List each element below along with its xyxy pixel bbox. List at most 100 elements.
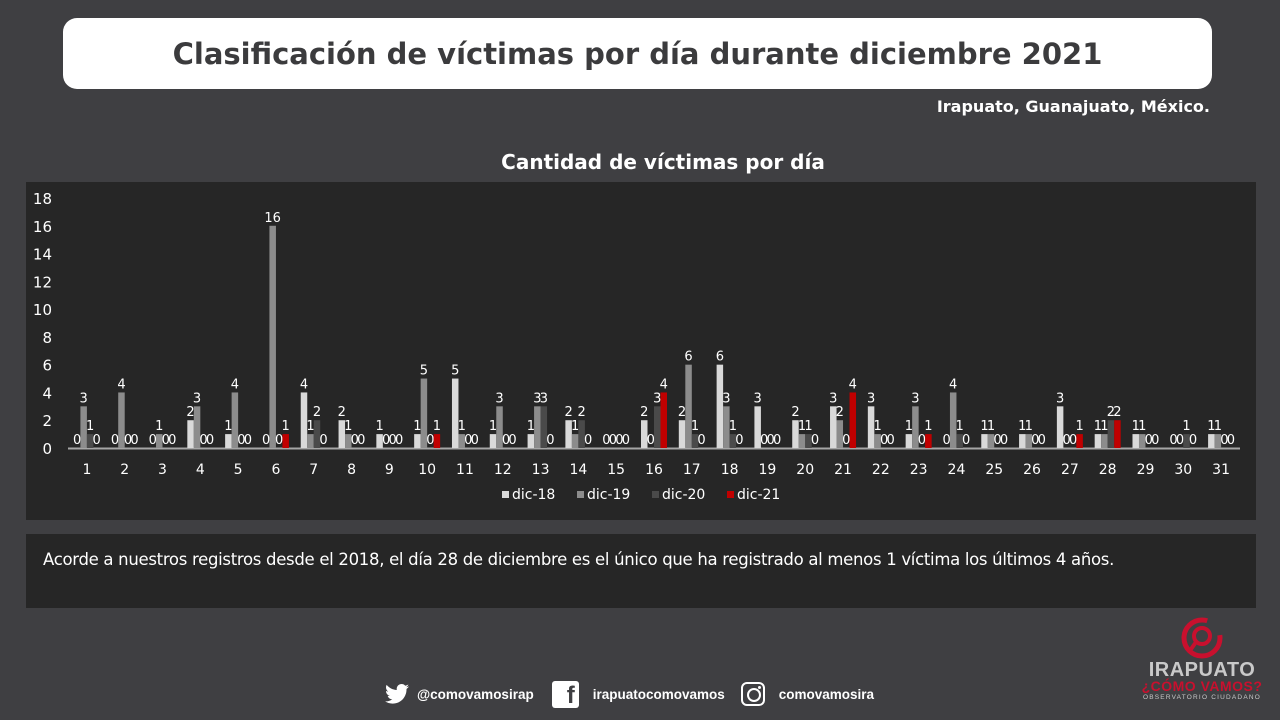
data-label: 0 [842, 433, 850, 448]
bar-dic-20-day-1 [86, 434, 94, 448]
y-tick-label: 8 [42, 329, 52, 347]
bar-chart: 0246810121416180310104002010032300414005… [33, 190, 1240, 503]
logo-line-1: IRAPUATO [1148, 659, 1256, 681]
bar-dic-18-day-25 [981, 434, 988, 448]
data-label: 1 [527, 419, 535, 434]
data-label: 0 [609, 433, 617, 448]
data-label: 0 [275, 433, 283, 448]
bar-dic-19-day-3 [156, 434, 163, 448]
chart-panel: 0 2 4 6 8 10 12 14 16 18 0 3 1 0 1 0 4 0 0 2 0 1 0 0 3 2 3 0 0 4 1 4 0 0 5… [26, 182, 1256, 520]
twitter-icon[interactable] [385, 684, 409, 704]
bar-dic-18-day-22 [867, 406, 875, 448]
logo-line-2: ¿CÓMO VAMOS? [1141, 678, 1263, 694]
note-text: Acorde a nuestros registros desde el 201… [43, 550, 1115, 569]
x-tick-label: 6 [271, 462, 280, 478]
bar-dic-19-day-6 [269, 225, 276, 448]
bar-dic-18-day-28 [1094, 434, 1102, 448]
data-label: 0 [1176, 433, 1184, 448]
data-label: 0 [199, 433, 207, 448]
data-label: 6 [684, 350, 692, 365]
data-label: 4 [849, 377, 857, 392]
data-label: 1 [798, 419, 806, 434]
data-label: 3 [193, 391, 201, 406]
data-label: 0 [73, 433, 81, 448]
bar-dic-20-day-17 [691, 434, 699, 448]
data-label: 1 [1075, 419, 1083, 434]
x-tick-label: 17 [683, 462, 701, 478]
data-label: 0 [1145, 433, 1153, 448]
twitter-handle[interactable]: @comovamosirap [417, 686, 534, 702]
data-label: 2 [640, 405, 648, 420]
x-tick-label: 8 [347, 462, 356, 478]
bar-dic-19-day-2 [118, 392, 125, 448]
x-tick-label: 28 [1099, 462, 1117, 478]
data-label: 2 [313, 405, 321, 420]
bar-dic-19-day-5 [231, 392, 239, 448]
data-label: 0 [130, 433, 138, 448]
data-label: 0 [319, 433, 327, 448]
data-label: 1 [282, 419, 290, 434]
data-label: 3 [533, 391, 541, 406]
data-label: 0 [382, 433, 390, 448]
bar-dic-19-day-31 [1214, 434, 1222, 448]
bar-dic-21-day-10 [433, 434, 441, 448]
data-label: 1 [1132, 419, 1140, 434]
data-label: 0 [93, 433, 101, 448]
bar-dic-18-day-31 [1208, 434, 1215, 448]
facebook-handle[interactable]: irapuatocomovamos [592, 686, 725, 702]
data-label: 0 [1151, 433, 1159, 448]
data-label: 4 [660, 377, 668, 392]
data-label: 1 [155, 419, 163, 434]
data-label: 3 [867, 391, 875, 406]
data-label: 0 [168, 433, 176, 448]
x-tick-label: 14 [569, 462, 587, 478]
bar-dic-19-day-12 [496, 406, 503, 448]
y-tick-label: 0 [42, 440, 52, 458]
data-label: 3 [540, 391, 548, 406]
data-label: 0 [237, 433, 245, 448]
instagram-handle[interactable]: comovamosira [778, 686, 875, 702]
data-label: 1 [729, 419, 737, 434]
data-label: 1 [458, 419, 466, 434]
bar-dic-20-day-7 [313, 420, 321, 448]
data-label: 1 [571, 419, 579, 434]
data-label: 0 [262, 433, 270, 448]
x-tick-label: 27 [1061, 462, 1079, 478]
bar-dic-21-day-21 [849, 392, 857, 448]
data-label: 0 [206, 433, 214, 448]
data-label: 1 [86, 419, 94, 434]
data-label: 0 [162, 433, 170, 448]
bar-dic-21-day-16 [660, 392, 667, 448]
y-tick-label: 18 [33, 190, 52, 208]
x-tick-label: 23 [910, 462, 928, 478]
data-label: 1 [987, 419, 995, 434]
y-tick-label: 16 [33, 218, 52, 236]
instagram-icon[interactable] [740, 682, 765, 706]
bar-dic-19-day-28 [1101, 434, 1108, 448]
data-label: 4 [300, 377, 308, 392]
data-label: 1 [691, 419, 699, 434]
x-tick-label: 3 [158, 462, 167, 478]
x-tick-label: 30 [1174, 462, 1192, 478]
data-label: 0 [1220, 433, 1228, 448]
data-label: 1 [1100, 419, 1108, 434]
y-tick-label: 4 [42, 384, 52, 402]
x-tick-label: 20 [796, 462, 814, 478]
bar-dic-18-day-19 [754, 406, 761, 448]
data-label: 0 [962, 433, 970, 448]
bar-dic-21-day-28 [1114, 420, 1121, 448]
facebook-icon[interactable]: f [551, 680, 579, 708]
data-label: 4 [231, 377, 239, 392]
data-label: 0 [471, 433, 479, 448]
bar-dic-18-day-14 [565, 420, 572, 448]
bar-dic-19-day-7 [307, 434, 314, 448]
data-label: 0 [546, 433, 554, 448]
bar-dic-18-day-13 [527, 434, 535, 448]
bar-dic-19-day-4 [193, 406, 201, 448]
y-tick-label: 10 [33, 301, 52, 319]
data-label: 1 [873, 419, 881, 434]
bar-dic-21-day-27 [1076, 434, 1083, 448]
chart-title: Cantidad de víctimas por día [501, 150, 825, 174]
legend-label: dic-19 [587, 487, 630, 503]
data-label: 1 [980, 419, 988, 434]
